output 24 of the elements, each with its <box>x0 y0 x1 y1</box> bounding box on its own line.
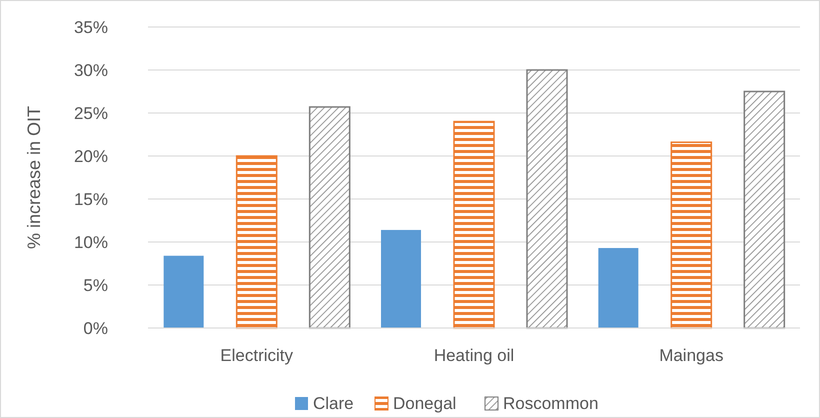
y-tick-label: 25% <box>74 104 108 123</box>
bar <box>744 90 786 329</box>
y-tick-label: 0% <box>83 318 108 338</box>
y-tick-label: 15% <box>74 190 108 209</box>
y-tick-label: 35% <box>74 18 108 37</box>
bar <box>453 120 495 329</box>
bar <box>598 248 638 328</box>
legend-label: Clare <box>313 394 354 413</box>
y-tick-label: 20% <box>74 146 108 166</box>
bar <box>670 141 712 329</box>
x-tick-label: Maingas <box>659 346 724 365</box>
bar <box>308 106 350 329</box>
bar <box>236 155 278 329</box>
legend-label: Roscommon <box>503 394 598 413</box>
bar <box>526 69 568 329</box>
y-axis-title: % increase in OIT <box>24 106 44 250</box>
y-tick-label: 5% <box>83 276 108 295</box>
bar <box>381 230 421 328</box>
x-tick-label: Heating oil <box>434 346 514 365</box>
x-tick-label: Electricity <box>220 346 294 365</box>
y-tick-label: 30% <box>74 60 108 80</box>
legend-label: Donegal <box>393 394 456 413</box>
y-tick-label: 10% <box>74 232 108 252</box>
bar <box>164 256 204 328</box>
